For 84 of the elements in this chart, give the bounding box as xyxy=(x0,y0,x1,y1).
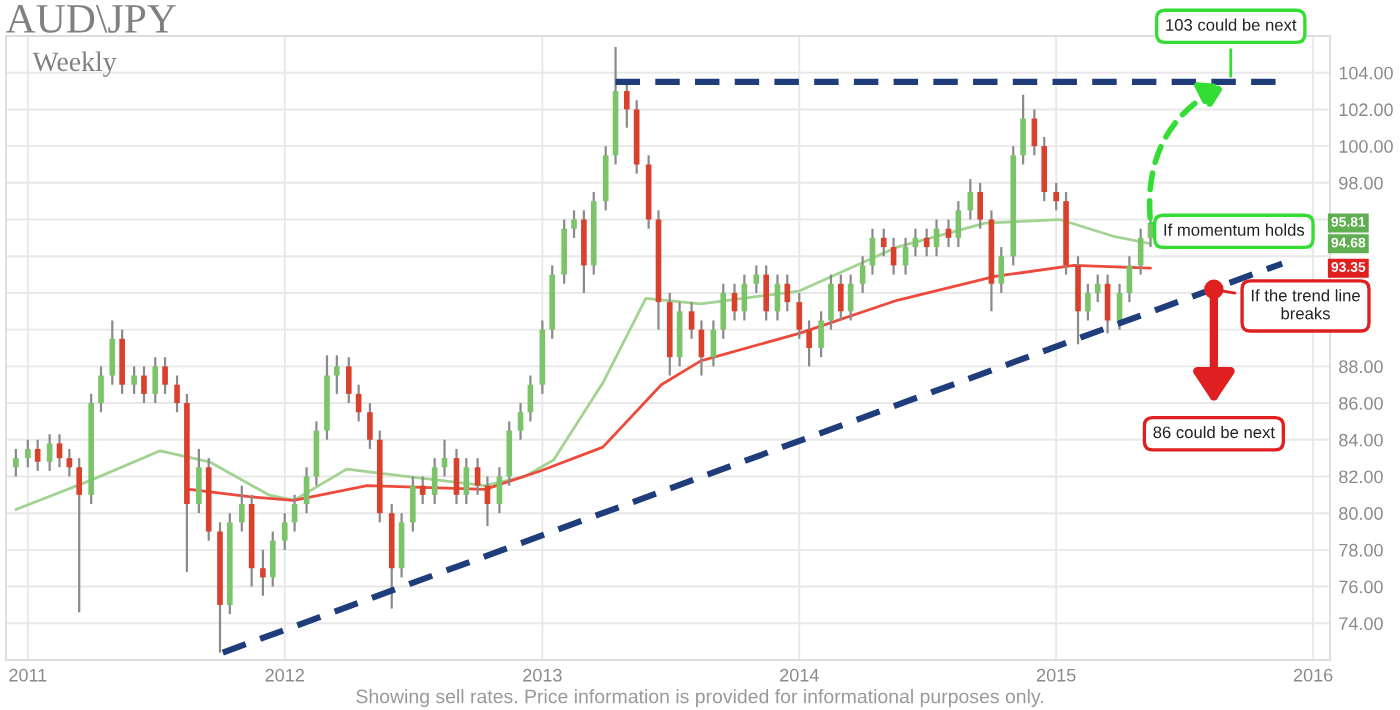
candlestick xyxy=(260,548,266,597)
candlestick xyxy=(46,433,53,473)
candlestick xyxy=(13,447,19,478)
candlestick xyxy=(998,245,1005,295)
candlestick xyxy=(828,273,834,331)
y-tick-label: 86.00 xyxy=(1339,396,1383,410)
y-tick-label: 82.00 xyxy=(1339,470,1383,484)
candlestick xyxy=(561,218,567,285)
y-tick-label: 88.00 xyxy=(1339,360,1383,374)
candlestick xyxy=(269,530,276,588)
annotation: 103 could be next xyxy=(1166,18,1297,31)
y-tick-label: 104.00 xyxy=(1339,66,1393,80)
candlestick xyxy=(410,475,416,533)
text: Showing sell rates. Price information is provided for informational purposes only. xyxy=(356,689,1043,708)
candlestick xyxy=(303,466,310,515)
candlestick xyxy=(174,374,180,414)
y-tick-label: 100.00 xyxy=(1339,140,1393,153)
candlestick xyxy=(1020,93,1026,166)
candlestick xyxy=(1126,255,1133,304)
candlestick xyxy=(1075,255,1081,346)
candlestick xyxy=(796,291,803,340)
x-tick-label: 2016 xyxy=(1293,668,1333,682)
candlestick xyxy=(763,264,770,322)
candlestick xyxy=(818,310,824,359)
candlestick xyxy=(859,255,866,295)
candlestick xyxy=(141,365,147,405)
candlestick xyxy=(784,273,791,313)
candlestick xyxy=(955,200,962,249)
candlestick xyxy=(281,512,288,551)
x-tick-label: 2012 xyxy=(265,668,304,682)
candlestick xyxy=(837,273,844,322)
candlestick xyxy=(56,433,63,469)
y-tick-label: 98.00 xyxy=(1339,176,1383,190)
line-series xyxy=(188,264,1152,502)
candlestick xyxy=(463,457,470,506)
candlestick xyxy=(602,145,609,212)
y-tick-label: 84.00 xyxy=(1339,433,1383,447)
line-series xyxy=(14,218,1152,511)
annotation: If momentum holds xyxy=(1164,223,1305,236)
x-tick-label: 2011 xyxy=(9,668,47,682)
text: Weekly xyxy=(32,51,117,77)
candlestick xyxy=(98,365,104,414)
candlestick xyxy=(34,438,41,473)
x-tick-label: 2015 xyxy=(1037,668,1076,682)
candlestick xyxy=(688,301,695,340)
candlestick xyxy=(25,438,31,469)
candlestick xyxy=(1085,282,1091,322)
candlestick xyxy=(419,475,426,506)
candlestick xyxy=(119,328,125,395)
candlestick xyxy=(581,209,587,295)
annotation: If the trend line breaks xyxy=(1251,289,1360,320)
y-tick-label: 74.00 xyxy=(1339,617,1383,631)
y-tick-label: 76.00 xyxy=(1339,580,1383,594)
y-tick-label: 80.00 xyxy=(1339,507,1383,520)
candlestick xyxy=(238,484,245,533)
candlestick xyxy=(431,457,438,506)
candlestick xyxy=(196,447,202,515)
candlestick xyxy=(506,420,513,487)
annotation: 86 could be next xyxy=(1153,425,1275,439)
candlestick xyxy=(474,457,481,496)
candlestick xyxy=(334,354,340,395)
y-tick-label: 102.00 xyxy=(1339,103,1393,117)
candlestick xyxy=(109,319,116,386)
candlestick xyxy=(345,356,352,405)
candlestick xyxy=(1053,181,1060,212)
candlestick xyxy=(624,80,630,129)
candlestick xyxy=(977,181,983,230)
candlestick xyxy=(131,365,137,395)
x-tick-label: 2013 xyxy=(523,668,562,682)
x-tick-label: 2014 xyxy=(780,668,819,682)
candlestick xyxy=(1094,273,1101,304)
y-tick-label: 78.00 xyxy=(1339,543,1383,557)
candlestick xyxy=(720,282,727,340)
candlestick xyxy=(1041,135,1048,203)
candlestick xyxy=(517,401,524,441)
candlestick xyxy=(806,319,812,368)
candlestick xyxy=(162,356,168,395)
candlestick xyxy=(571,209,577,239)
candlestick xyxy=(496,466,503,515)
candlestick xyxy=(880,227,887,258)
candlestick xyxy=(367,401,373,451)
chart-title: AUD\JPY xyxy=(6,4,176,33)
candlestick xyxy=(76,457,83,614)
candlestick xyxy=(152,356,159,405)
